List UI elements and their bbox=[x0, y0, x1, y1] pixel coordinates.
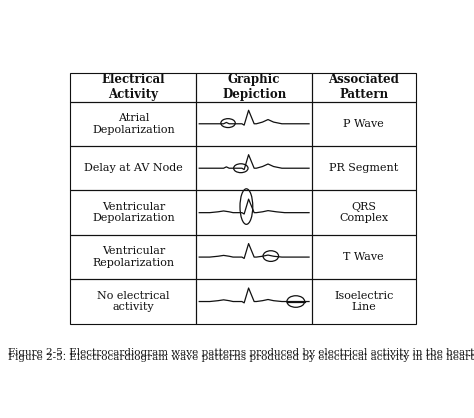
Text: Electrical
Activity: Electrical Activity bbox=[101, 73, 165, 101]
Text: Ventricular
Repolarization: Ventricular Repolarization bbox=[92, 246, 174, 268]
Text: Associated
Pattern: Associated Pattern bbox=[328, 73, 399, 101]
Text: Figure 2-5. Electrocardiogram wave patterns produced by electrical activity in t: Figure 2-5. Electrocardiogram wave patte… bbox=[8, 348, 474, 357]
Text: Figure 2-5. Electrocardiogram wave patterns produced by electrical activity in t: Figure 2-5. Electrocardiogram wave patte… bbox=[8, 353, 474, 362]
Text: No electrical
activity: No electrical activity bbox=[97, 291, 170, 312]
Text: PR Segment: PR Segment bbox=[329, 163, 399, 173]
Text: P Wave: P Wave bbox=[343, 119, 384, 129]
Text: Ventricular
Depolarization: Ventricular Depolarization bbox=[92, 202, 174, 224]
Text: T Wave: T Wave bbox=[344, 252, 384, 262]
Text: Isoelectric
Line: Isoelectric Line bbox=[334, 291, 393, 312]
Text: QRS
Complex: QRS Complex bbox=[339, 202, 388, 224]
Text: Graphic
Depiction: Graphic Depiction bbox=[222, 73, 286, 101]
Text: Atrial
Depolarization: Atrial Depolarization bbox=[92, 113, 174, 135]
Text: Delay at AV Node: Delay at AV Node bbox=[84, 163, 182, 173]
